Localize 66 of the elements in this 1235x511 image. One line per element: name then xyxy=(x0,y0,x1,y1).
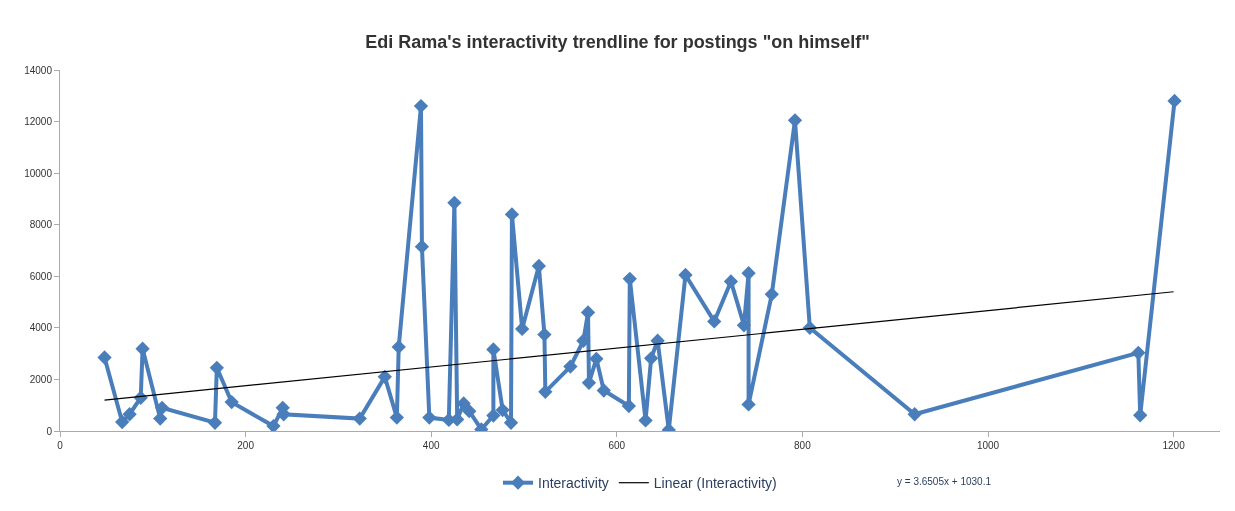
y-tick-label: 12000 xyxy=(24,116,53,128)
point xyxy=(462,404,477,419)
point xyxy=(563,359,578,374)
point xyxy=(486,408,501,423)
point xyxy=(1131,345,1146,361)
point xyxy=(736,318,752,333)
point xyxy=(707,314,722,329)
point xyxy=(581,375,597,390)
x-tick-label: 400 xyxy=(422,440,440,451)
point xyxy=(643,351,659,366)
x-tick-label: 800 xyxy=(794,440,812,451)
point xyxy=(377,369,392,384)
point xyxy=(1167,93,1182,109)
point xyxy=(741,266,756,281)
x-tick-label: 200 xyxy=(237,440,255,451)
point xyxy=(764,287,779,302)
point xyxy=(122,407,137,422)
point xyxy=(154,400,170,415)
y-tick-label: 2000 xyxy=(29,373,53,385)
y-tick-label: 10000 xyxy=(24,167,53,179)
legend-label: Linear (Interactivity) xyxy=(653,475,777,492)
point xyxy=(907,407,922,422)
point xyxy=(414,239,430,254)
x-tick-label: 1200 xyxy=(1162,440,1186,451)
point xyxy=(389,410,405,425)
point xyxy=(115,414,130,430)
point xyxy=(537,327,552,342)
point xyxy=(266,418,281,431)
point xyxy=(1133,408,1148,423)
point xyxy=(495,402,510,418)
point xyxy=(456,396,471,411)
point xyxy=(621,398,637,414)
point xyxy=(538,384,553,399)
point xyxy=(650,333,665,348)
point xyxy=(209,360,224,375)
point xyxy=(580,305,596,320)
point xyxy=(450,412,465,427)
point xyxy=(97,350,112,365)
point xyxy=(596,383,611,398)
y-tick-label: 6000 xyxy=(29,270,53,282)
text: y = 3.6505x + 1030.1 xyxy=(897,476,992,487)
y-tick-label: 14000 xyxy=(24,64,53,76)
point xyxy=(503,415,519,430)
point xyxy=(787,113,803,128)
y-tick-label: 0 xyxy=(46,425,53,437)
point xyxy=(135,341,150,356)
point xyxy=(391,339,406,355)
x-tick-label: 1000 xyxy=(976,440,1000,451)
y-tick-label: 8000 xyxy=(29,219,53,231)
point xyxy=(447,195,462,210)
point xyxy=(638,413,653,428)
point xyxy=(741,397,756,412)
legend-label: Interactivity xyxy=(538,475,609,492)
point xyxy=(224,394,239,410)
y-tick-label: 4000 xyxy=(29,322,53,334)
chart-title: Edi Rama's interactivity trendline for postings "on himself" xyxy=(365,32,870,53)
point xyxy=(207,415,223,430)
point xyxy=(422,410,437,425)
point xyxy=(486,342,501,357)
point xyxy=(576,333,591,348)
point xyxy=(723,274,739,289)
point xyxy=(504,207,520,222)
point xyxy=(678,267,693,283)
point xyxy=(352,411,367,426)
x-tick-label: 0 xyxy=(57,440,64,451)
x-tick-label: 600 xyxy=(608,440,626,451)
